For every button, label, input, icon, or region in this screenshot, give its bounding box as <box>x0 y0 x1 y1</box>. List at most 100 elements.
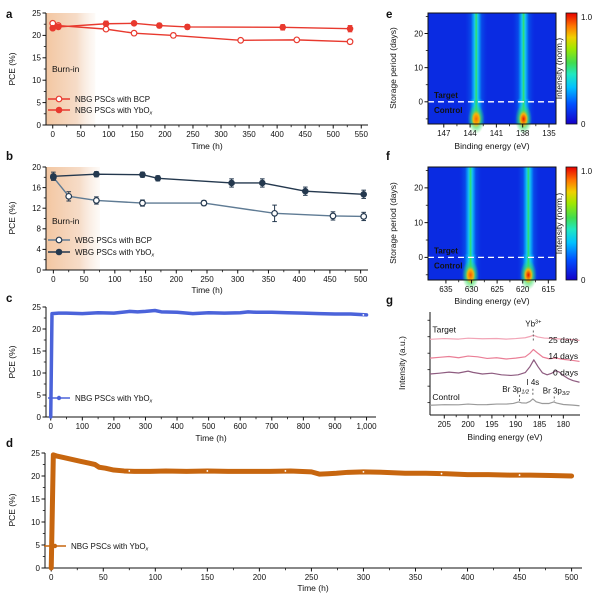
y-tick-label: 12 <box>32 204 41 213</box>
y-tick-label: 10 <box>32 76 41 85</box>
panel-letter-a: a <box>6 9 13 21</box>
x-tick-label: 141 <box>490 129 504 138</box>
data-marker-open <box>169 32 177 39</box>
target-label: Target <box>434 246 458 255</box>
y-tick-label: 10 <box>32 369 41 378</box>
peak-annotation: Br 3p3/2 <box>543 386 571 397</box>
series-line-0 <box>48 308 369 419</box>
data-marker-open <box>130 29 138 37</box>
spectrum-25-days <box>429 334 580 342</box>
data-marker-open <box>237 36 245 44</box>
x-tick-label: 400 <box>270 130 284 139</box>
x-tick-label: 350 <box>242 130 256 139</box>
data-marker-filled <box>302 187 309 195</box>
x-tick-label: 200 <box>107 422 121 431</box>
y-axis-title: Intensity (a.u.) <box>397 336 407 390</box>
peak-annotation: Br 3p1/2 <box>502 385 530 396</box>
x-tick-label: 150 <box>139 275 153 284</box>
y-tick-label: 5 <box>37 391 42 400</box>
band-hotspot <box>461 260 479 290</box>
legend-label: NBG PSCs with YbOx <box>75 394 153 405</box>
x-tick-label: 620 <box>516 285 530 294</box>
x-tick-label: 500 <box>565 573 579 582</box>
data-marker-filled <box>139 171 146 179</box>
y-axis-title: PCE (%) <box>7 52 17 85</box>
panel-letter-b: b <box>6 151 13 163</box>
data-marker-filled <box>279 24 287 31</box>
x-tick-label: 195 <box>485 420 499 429</box>
data-marker-open <box>65 192 73 200</box>
peak-annotation: I 4s <box>526 378 539 387</box>
y-axis-title: PCE (%) <box>7 345 17 378</box>
data-marker-filled <box>346 25 354 32</box>
colorbar-title: Intensity (norm.) <box>554 193 564 255</box>
y-tick-label: 10 <box>414 63 423 72</box>
y-tick-label: 25 <box>32 303 41 312</box>
y-tick-label: 0 <box>419 98 424 107</box>
y-tick-label: 10 <box>31 518 40 527</box>
data-marker-open <box>200 199 208 207</box>
data-marker-open <box>55 95 63 103</box>
x-tick-label: 635 <box>439 285 453 294</box>
colorbar-max-label: 1.0 <box>581 167 593 176</box>
colorbar-min-label: 0 <box>581 276 586 285</box>
x-tick-label: 300 <box>139 422 153 431</box>
x-tick-label: 150 <box>130 130 144 139</box>
x-tick-label: 600 <box>234 422 248 431</box>
x-tick-label: 700 <box>265 422 279 431</box>
y-axis-title: Storage period (days) <box>388 27 398 109</box>
line-dot <box>128 470 131 472</box>
colorbar-title: Intensity (norm.) <box>554 38 564 100</box>
colorbar <box>565 12 578 125</box>
y-tick-label: 10 <box>414 218 423 227</box>
x-tick-label: 100 <box>149 573 163 582</box>
control-label: Control <box>434 261 462 270</box>
data-marker-filled <box>228 179 235 187</box>
data-marker-filled <box>102 20 110 28</box>
y-tick-label: 20 <box>32 163 41 172</box>
x-tick-label: 138 <box>516 129 530 138</box>
legend-label: NBG PSCs with BCP <box>75 95 150 104</box>
y-tick-label: 0 <box>36 564 41 573</box>
data-marker-filled <box>50 172 57 180</box>
band-hotspot <box>467 104 485 134</box>
x-tick-label: 350 <box>409 573 423 582</box>
y-tick-label: 25 <box>32 9 41 18</box>
curve-group-label: Control <box>432 392 460 402</box>
x-tick-label: 250 <box>186 130 200 139</box>
line-dot <box>284 470 287 472</box>
y-tick-label: 0 <box>37 266 42 275</box>
panel-f: Target Control 635 630 625 620 615 0 10 20 1.0 0 Int… <box>386 151 593 306</box>
x-tick-label: 150 <box>201 573 215 582</box>
y-tick-label: 20 <box>414 29 423 38</box>
x-tick-label: 200 <box>158 130 172 139</box>
spectrum-control <box>429 398 580 407</box>
data-marker-open <box>102 25 110 33</box>
burn-in-region <box>46 13 96 125</box>
y-tick-label: 8 <box>37 225 42 234</box>
x-tick-label: 500 <box>327 130 341 139</box>
colorbar-min-label: 0 <box>581 120 586 129</box>
x-tick-label: 250 <box>200 275 214 284</box>
series-line-1 <box>52 173 365 195</box>
x-tick-label: 300 <box>214 130 228 139</box>
x-axis-title: Binding energy (eV) <box>454 141 529 151</box>
x-tick-label: 200 <box>170 275 184 284</box>
burn-in-label: Burn-in <box>52 64 80 74</box>
x-tick-label: 400 <box>170 422 184 431</box>
panel-g: 205 200 195 190 185 180 Target Control 25 days 14… <box>386 295 580 442</box>
x-axis-title: Time (h) <box>297 583 328 593</box>
data-marker-open <box>360 213 368 220</box>
series-line-1 <box>52 22 351 30</box>
line-dot <box>362 314 365 316</box>
series-line-0 <box>48 452 575 571</box>
heatmap-frame <box>427 12 557 125</box>
panel-letter-d: d <box>6 438 13 450</box>
y-tick-label: 20 <box>32 31 41 40</box>
panel-letter-e: e <box>386 9 392 21</box>
spectrum-14-days <box>429 348 580 363</box>
y-tick-label: 15 <box>32 54 41 63</box>
x-tick-label: 400 <box>292 275 306 284</box>
x-tick-label: 800 <box>297 422 311 431</box>
